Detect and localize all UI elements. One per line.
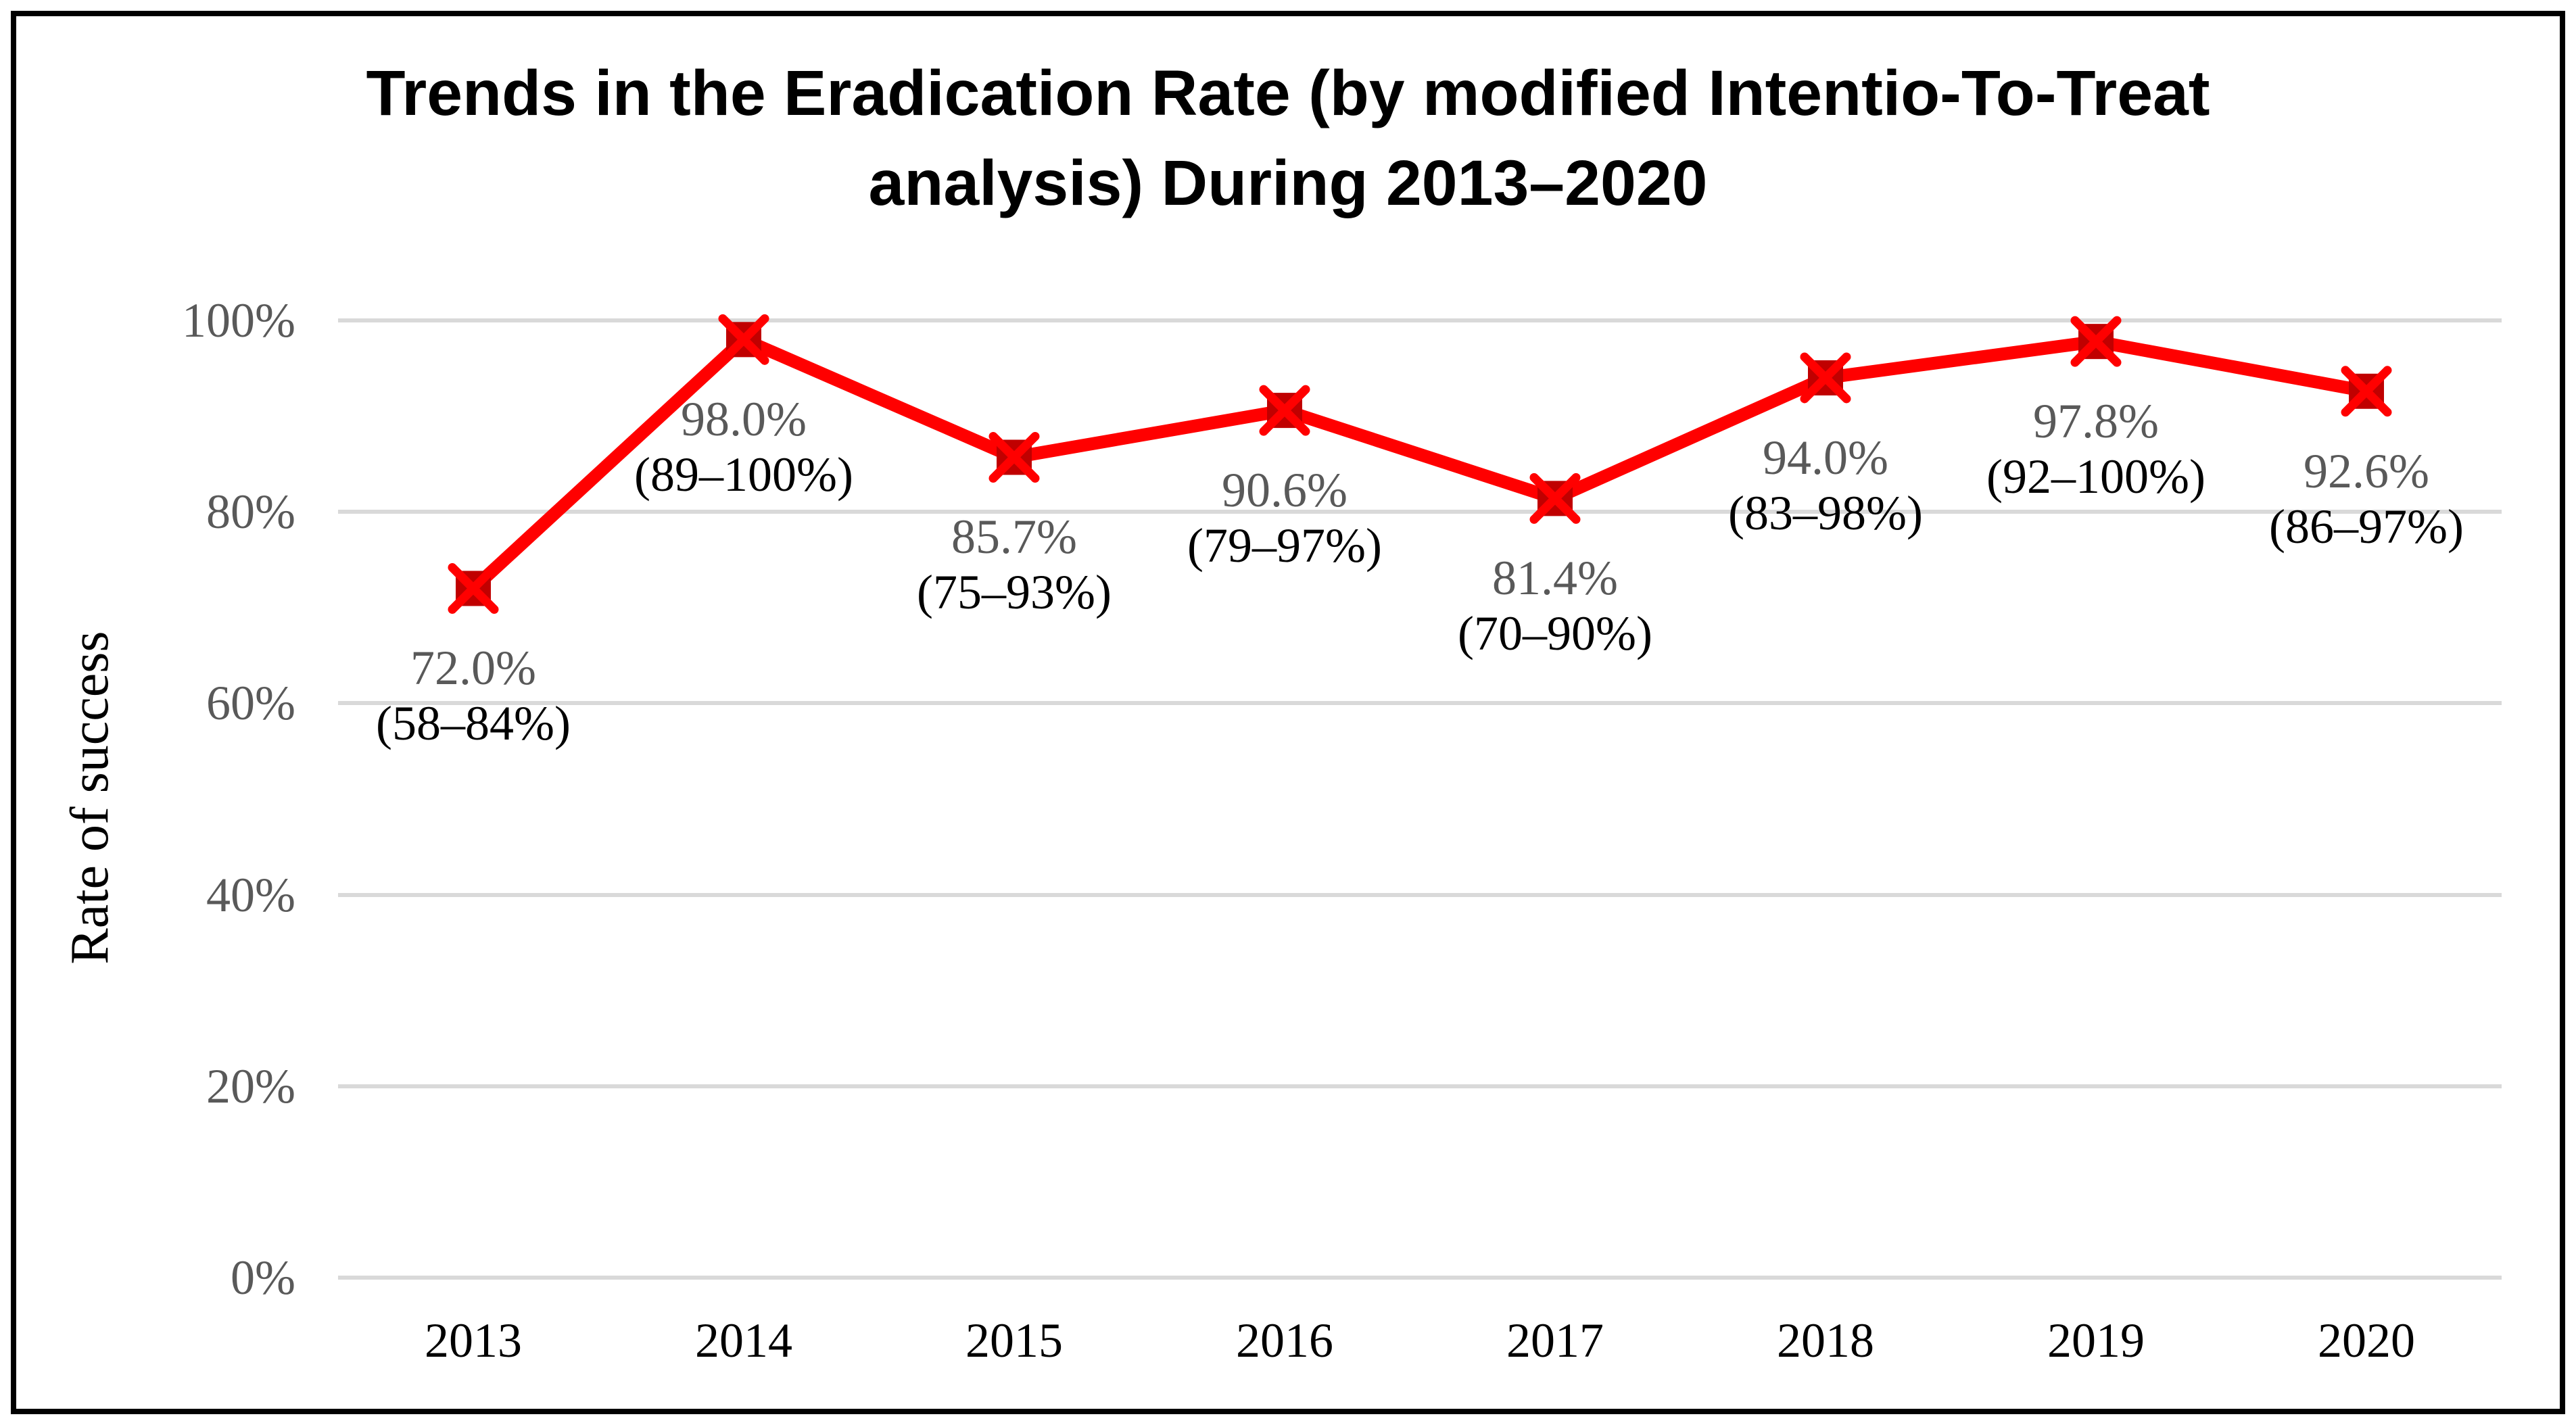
data-point-marker-2019 [2070,316,2122,367]
data-label-value-2020: 92.6% [2304,443,2429,498]
data-point-marker-2017 [1529,473,1581,524]
x-tick-label-2020: 2020 [2318,1313,2415,1368]
data-label-value-2016: 90.6% [1222,463,1347,518]
data-label-2017: 81.4% (70–90%) [1318,550,1792,661]
data-point-marker-2016 [1259,385,1310,436]
gridline-20% [338,1084,2502,1088]
data-label-2019: 97.8% (92–100%) [1859,393,2333,504]
x-tick-label-2018: 2018 [1777,1313,1874,1368]
data-label-value-2017: 81.4% [1492,551,1618,606]
y-tick-label-100%: 100% [182,293,295,347]
data-label-2013: 72.0% (58–84%) [237,640,710,751]
data-label-value-2014: 98.0% [681,392,807,447]
x-tick-label-2017: 2017 [1506,1313,1604,1368]
y-tick-label-60%: 60% [206,676,295,731]
y-tick-label-40%: 40% [206,867,295,922]
gridline-80% [338,510,2502,514]
data-label-value-2013: 72.0% [410,641,536,696]
data-label-2014: 98.0% (89–100%) [507,391,980,502]
y-tick-label-80%: 80% [206,485,295,539]
data-label-ci-2020: (86–97%) [2269,499,2464,554]
chart-title-line1: Trends in the Eradication Rate (by modif… [366,57,2210,129]
data-label-2020: 92.6% (86–97%) [2130,443,2576,554]
gridline-40% [338,892,2502,897]
data-label-value-2018: 94.0% [1763,430,1888,485]
series-line [467,333,2373,595]
x-tick-label-2013: 2013 [425,1313,522,1368]
x-tick-label-2019: 2019 [2047,1313,2145,1368]
data-label-2018: 94.0% (83–98%) [1589,430,2062,541]
y-tick-label-20%: 20% [206,1059,295,1113]
data-label-ci-2016: (79–97%) [1187,518,1382,573]
data-label-ci-2015: (75–93%) [917,565,1112,620]
data-label-ci-2018: (83–98%) [1728,485,1923,540]
chart-title: Trends in the Eradication Rate (by modif… [0,49,2576,228]
y-tick-label-0%: 0% [231,1251,295,1305]
data-point-marker-2015 [988,431,1040,483]
data-point-marker-2020 [2341,366,2392,417]
data-label-ci-2013: (58–84%) [376,696,571,751]
data-point-marker-2013 [448,562,499,614]
x-tick-label-2014: 2014 [695,1313,792,1368]
x-tick-label-2015: 2015 [965,1313,1063,1368]
data-label-value-2019: 97.8% [2033,394,2159,449]
data-label-value-2015: 85.7% [951,510,1077,564]
x-tick-label-2016: 2016 [1236,1313,1333,1368]
figure-border [11,11,2565,1414]
data-point-marker-2014 [718,314,769,365]
gridline-60% [338,701,2502,706]
chart-title-line2: analysis) During 2013–2020 [868,147,1708,219]
gridline-100% [338,318,2502,322]
data-label-ci-2019: (92–100%) [1986,450,2205,504]
data-point-marker-2018 [1800,352,1851,404]
data-label-2015: 85.7% (75–93%) [778,509,1251,620]
gridline-0% [338,1276,2502,1280]
data-label-ci-2017: (70–90%) [1458,606,1652,661]
data-label-ci-2014: (89–100%) [634,448,853,502]
data-label-2016: 90.6% (79–97%) [1048,462,1521,573]
